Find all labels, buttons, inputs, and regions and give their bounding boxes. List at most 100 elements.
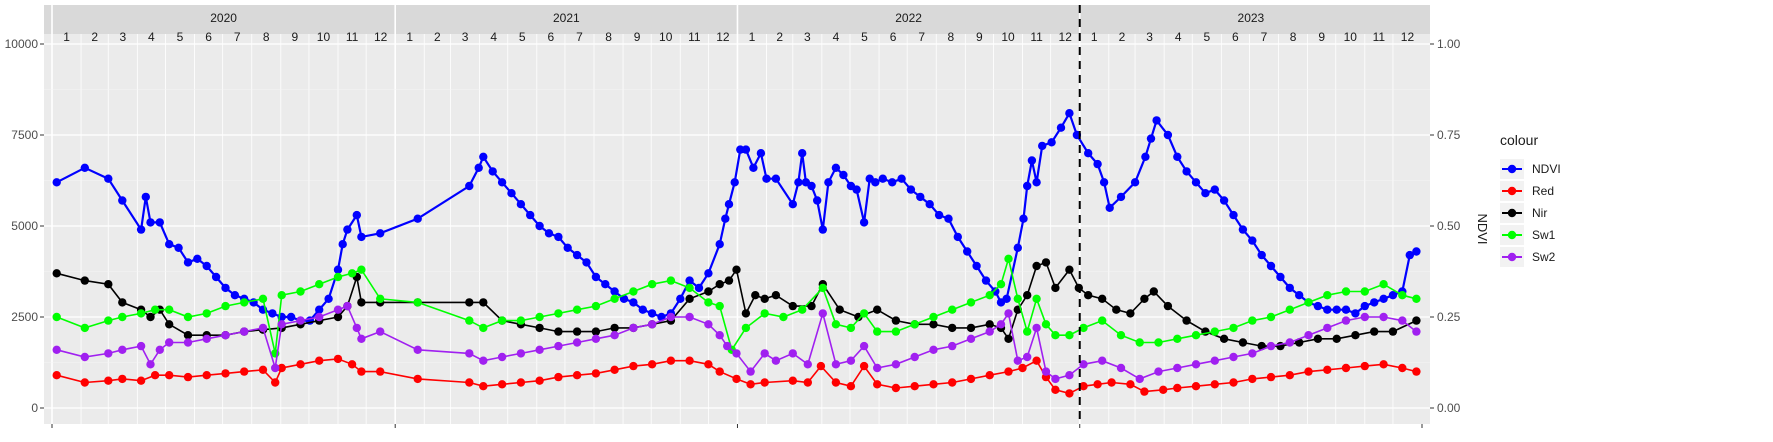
data-point [1032,323,1041,333]
data-point [1112,305,1121,314]
data-point [846,356,856,365]
data-point [465,316,474,325]
data-point [730,178,739,187]
month-label: 11 [1030,30,1043,44]
data-point [413,214,422,223]
data-point [488,167,497,176]
data-point [1032,261,1041,271]
data-point [1295,291,1304,300]
data-point [831,378,841,387]
data-point [741,323,751,333]
data-point [357,232,366,242]
data-point [526,210,535,220]
month-label: 11 [688,30,701,44]
data-point [333,312,343,322]
data-point [1084,149,1093,158]
month-label: 8 [947,30,954,44]
data-point [963,247,972,256]
legend-key-point [1507,252,1517,262]
data-point [610,323,619,333]
data-point [1248,236,1257,245]
data-point [746,380,755,389]
y-right-tick-label: 1.00 [1437,37,1461,51]
legend-key-point [1507,164,1517,174]
data-point [52,371,61,380]
month-label: 9 [292,30,299,44]
data-point [972,261,981,271]
data-point [816,361,826,371]
data-point [240,298,249,307]
data-point [516,349,526,358]
data-point [333,305,343,314]
month-label: 5 [1203,30,1210,44]
data-point [1370,327,1379,336]
data-point [1201,189,1210,198]
data-point [891,383,901,393]
month-label: 7 [918,30,925,44]
data-point [343,225,352,234]
y-right-tick-label: 0.25 [1437,310,1461,324]
data-point [1051,374,1060,384]
data-point [1379,280,1388,289]
data-point [1159,385,1168,394]
y-left-tick-label: 0 [31,401,38,415]
data-point [756,149,766,158]
data-point [723,341,732,351]
data-point [1257,250,1266,260]
data-point [1065,109,1074,118]
data-point [1398,363,1407,373]
data-point [685,356,694,365]
y-left-tick-label: 7500 [11,128,38,142]
data-point [610,365,619,374]
data-point [1004,254,1013,263]
data-point [347,360,357,369]
data-point [221,283,230,293]
y-left-tick-label: 5000 [11,219,38,233]
data-point [1022,291,1032,300]
data-point [296,316,305,325]
data-point [1152,116,1161,125]
data-point [1047,138,1056,147]
y-left-tick-label: 10000 [5,37,39,51]
data-point [183,258,193,267]
data-point [1173,152,1182,161]
data-point [1412,327,1421,336]
data-point [572,371,582,380]
data-point [183,372,193,382]
data-point [1004,334,1013,343]
data-point [1019,214,1028,223]
data-point [953,232,962,242]
data-point [1341,287,1351,296]
data-point [554,372,563,382]
data-point [771,174,781,183]
y-axis-right: 0.00 0.25 0.50 0.75 1.00 [1430,37,1461,415]
data-point [1210,327,1220,336]
data-point [1098,356,1107,365]
month-label: 4 [148,30,155,44]
data-point [155,218,164,227]
data-point [798,149,807,158]
data-point [516,378,526,387]
data-point [704,298,713,307]
data-point [104,174,113,183]
data-point [835,305,844,314]
data-point [985,320,994,329]
month-label: 1 [63,30,70,44]
data-point [1182,316,1191,325]
data-point [647,360,657,369]
data-point [704,287,713,296]
month-label: 3 [804,30,811,44]
data-point [333,354,343,364]
data-point [1219,196,1229,205]
data-point [807,301,816,311]
data-point [1360,287,1370,296]
data-point [357,298,366,307]
data-point [1398,316,1407,325]
data-point [535,376,544,385]
month-label: 2 [434,30,441,44]
data-point [118,196,127,205]
data-point [715,240,724,249]
data-point [1116,331,1126,340]
data-point [839,170,848,180]
data-point [1238,338,1248,347]
